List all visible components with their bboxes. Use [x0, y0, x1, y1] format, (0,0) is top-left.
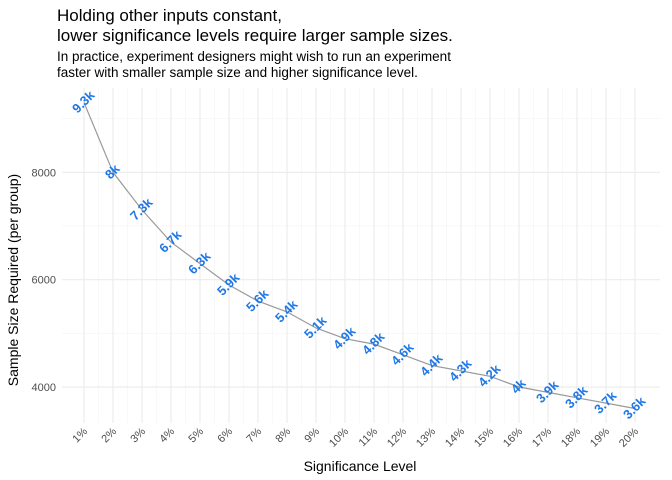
data-label: 6.3k — [185, 248, 214, 277]
chart-title: Holding other inputs constant, lower sig… — [57, 6, 453, 46]
sample-size-line — [83, 102, 636, 410]
y-axis-title: Sample Size Required (per group) — [5, 174, 21, 386]
grid-layer — [62, 88, 660, 423]
data-label: 5.1k — [301, 312, 330, 341]
x-tick-label: 13% — [414, 425, 438, 449]
x-tick-label: 6% — [215, 425, 235, 445]
data-label: 4.4k — [417, 350, 446, 379]
chart-subtitle-line-2: faster with smaller sample size and high… — [57, 65, 418, 80]
data-label: 4.6k — [388, 339, 417, 368]
data-label: 8k — [102, 161, 123, 182]
x-tick-label: 2% — [99, 425, 119, 445]
x-tick-label: 1% — [70, 425, 90, 445]
data-label: 4.9k — [330, 323, 359, 352]
chart-title-line-1: Holding other inputs constant, — [57, 6, 282, 25]
x-axis-ticks: 1% 2% 3% 4% 5% 6% 7% 8% 9% 10% 11% 12% 13% 14% 15% 16% 1… — [70, 425, 641, 449]
data-label: 5.6k — [243, 286, 272, 315]
data-label: 4.8k — [359, 329, 388, 358]
data-label: 7.3k — [127, 194, 156, 223]
data-label: 4k — [508, 375, 529, 396]
x-tick-label: 3% — [128, 425, 148, 445]
data-label: 4.3k — [446, 355, 475, 384]
x-tick-label: 7% — [244, 425, 264, 445]
x-tick-label: 17% — [530, 425, 554, 449]
x-tick-label: 14% — [443, 425, 467, 449]
x-tick-label: 16% — [501, 425, 525, 449]
x-tick-label: 19% — [588, 425, 612, 449]
data-label: 4.2k — [475, 361, 504, 390]
chart-subtitle-line-1: In practice, experiment designers might … — [57, 49, 451, 64]
x-tick-label: 5% — [186, 425, 206, 445]
chart-subtitle: In practice, experiment designers might … — [57, 49, 451, 81]
x-tick-label: 4% — [157, 425, 177, 445]
x-tick-label: 12% — [385, 425, 409, 449]
chart-title-line-2: lower significance levels require larger… — [57, 26, 453, 45]
data-label: 3.6k — [620, 393, 649, 422]
data-label: 9.3k — [69, 87, 98, 116]
x-tick-label: 9% — [302, 425, 322, 445]
data-label: 5.4k — [272, 296, 301, 325]
x-tick-label: 18% — [559, 425, 583, 449]
line-layer — [83, 102, 636, 410]
x-tick-label: 15% — [472, 425, 496, 449]
data-label: 3.9k — [533, 377, 562, 406]
x-tick-label: 8% — [273, 425, 293, 445]
y-tick-label: 6000 — [32, 275, 56, 287]
y-tick-label: 8000 — [32, 167, 56, 179]
data-label: 5.9k — [214, 269, 243, 298]
data-label: 3.7k — [591, 388, 620, 417]
x-tick-label: 11% — [357, 425, 381, 449]
x-axis-title: Significance Level — [304, 458, 417, 474]
y-tick-label: 4000 — [32, 382, 56, 394]
x-tick-label: 10% — [327, 425, 351, 449]
x-tick-label: 20% — [617, 425, 641, 449]
y-axis-ticks: 4000 6000 8000 — [32, 167, 56, 394]
